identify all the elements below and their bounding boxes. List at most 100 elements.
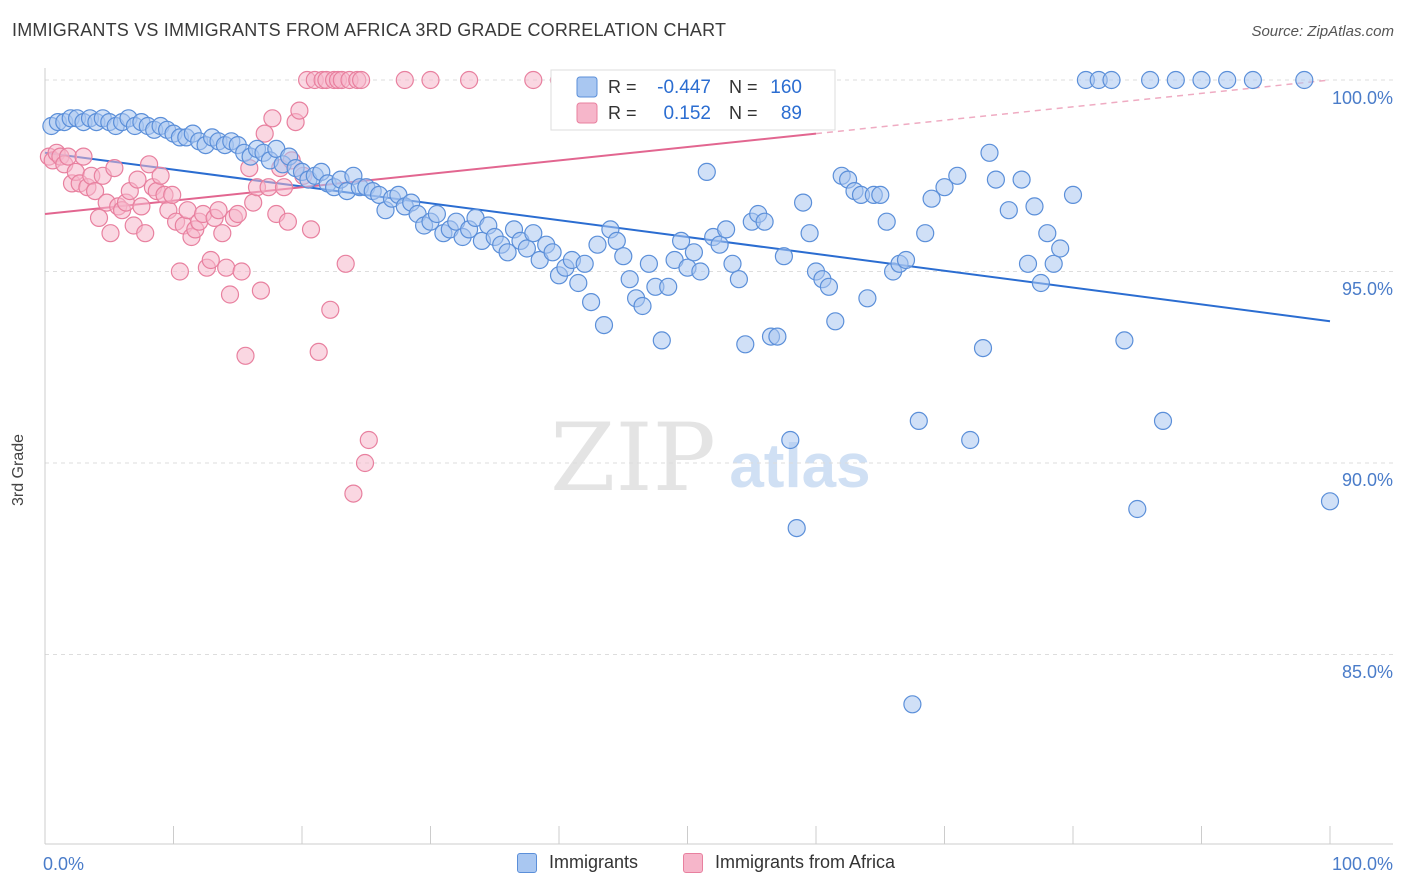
point-immigrants-127 — [858, 289, 877, 308]
point-africa-44 — [209, 201, 228, 220]
point-africa-16 — [101, 224, 120, 243]
legend-swatch-africa — [576, 102, 598, 124]
legend-r-value-immigrants: -0.447 — [657, 77, 711, 98]
point-immigrants-155 — [1102, 70, 1121, 90]
point-africa-53 — [244, 193, 263, 212]
point-immigrants-160 — [1166, 70, 1185, 90]
point-africa-87 — [524, 70, 543, 90]
chart-source: Source: ZipAtlas.com — [1251, 23, 1394, 40]
legend-item-immigrants[interactable]: Immigrants — [517, 852, 638, 873]
point-immigrants-136 — [916, 224, 935, 243]
y-tick-label-85: 85.0% — [1342, 662, 1393, 682]
point-immigrants-129 — [871, 185, 890, 204]
y-tick-label-100: 100.0% — [1332, 88, 1393, 108]
point-africa-26 — [140, 155, 159, 174]
legend-box: R = -0.447 N = 160 R = 0.152 N = 89 — [550, 69, 836, 131]
point-africa-81 — [352, 70, 371, 90]
point-immigrants-144 — [999, 201, 1018, 220]
point-africa-32 — [163, 185, 182, 204]
point-immigrants-140 — [961, 430, 980, 450]
point-africa-51 — [236, 346, 255, 365]
point-immigrants-141 — [973, 339, 993, 358]
y-tick-label-90: 90.0% — [1342, 470, 1393, 490]
point-africa-46 — [217, 258, 236, 277]
point-immigrants-156 — [1115, 331, 1134, 350]
legend-r-label-africa: R = — [608, 103, 637, 123]
point-africa-5 — [58, 147, 78, 166]
point-africa-29 — [151, 166, 170, 185]
point-immigrants-105 — [716, 220, 736, 239]
point-immigrants-96 — [659, 277, 678, 296]
point-immigrants-117 — [793, 193, 813, 212]
point-immigrants-159 — [1153, 411, 1173, 430]
point-immigrants-88 — [607, 231, 626, 250]
point-africa-24 — [132, 197, 151, 216]
legend-n-value-immigrants: 160 — [770, 77, 802, 98]
point-immigrants-89 — [614, 247, 633, 266]
point-immigrants-142 — [980, 143, 999, 162]
point-immigrants-86 — [594, 316, 614, 335]
point-immigrants-108 — [736, 335, 755, 354]
point-africa-84 — [395, 70, 414, 90]
point-africa-65 — [290, 101, 309, 120]
watermark-zip: ZIP — [550, 404, 716, 513]
point-immigrants-161 — [1192, 70, 1211, 90]
point-immigrants-85 — [588, 235, 607, 254]
point-immigrants-150 — [1044, 254, 1063, 273]
point-immigrants-137 — [922, 189, 941, 208]
point-africa-82 — [355, 453, 375, 473]
point-immigrants-164 — [1295, 70, 1314, 90]
point-africa-12 — [85, 182, 105, 201]
point-immigrants-107 — [729, 270, 749, 289]
legend-n-label-immigrants: N = — [729, 77, 758, 97]
point-immigrants-75 — [524, 224, 543, 243]
point-immigrants-115 — [781, 430, 800, 450]
legend-n-value-africa: 89 — [781, 103, 802, 124]
point-africa-23 — [128, 170, 147, 189]
legend-r-value-africa: 0.152 — [663, 103, 711, 124]
point-immigrants-135 — [909, 411, 928, 430]
point-africa-79 — [344, 484, 363, 503]
point-immigrants-84 — [581, 293, 601, 312]
legend-marker-africa — [683, 852, 703, 873]
data-points — [39, 70, 1340, 714]
point-immigrants-93 — [639, 254, 659, 273]
point-africa-13 — [89, 208, 109, 227]
watermark-atlas: atlas — [729, 432, 870, 501]
point-immigrants-118 — [800, 224, 819, 243]
axes — [44, 68, 1393, 845]
point-africa-70 — [309, 342, 328, 361]
y-tick-label-95: 95.0% — [1342, 279, 1393, 299]
point-immigrants-116 — [787, 518, 806, 538]
point-immigrants-113 — [768, 327, 787, 346]
point-immigrants-92 — [633, 296, 652, 316]
point-immigrants-71 — [498, 243, 517, 262]
point-immigrants-158 — [1140, 70, 1160, 90]
point-africa-77 — [336, 254, 355, 273]
point-immigrants-98 — [671, 231, 691, 250]
point-africa-62 — [278, 212, 297, 231]
point-immigrants-162 — [1218, 70, 1237, 90]
legend-swatch-immigrants — [576, 76, 598, 98]
point-immigrants-133 — [896, 250, 916, 270]
point-africa-49 — [228, 204, 247, 224]
point-africa-34 — [170, 262, 189, 281]
point-africa-85 — [421, 70, 440, 90]
x-tick-label-100: 100.0% — [1332, 854, 1393, 874]
legend-r-label-immigrants: R = — [608, 77, 637, 97]
point-immigrants-157 — [1128, 499, 1147, 519]
point-africa-83 — [359, 430, 378, 450]
point-immigrants-102 — [697, 162, 716, 181]
trend-line-africa-extension — [815, 79, 1331, 135]
point-africa-56 — [255, 124, 274, 143]
point-immigrants-130 — [877, 212, 896, 231]
bottom-legend: Immigrants Immigrants from Africa — [0, 852, 1406, 878]
point-immigrants-152 — [1063, 185, 1083, 204]
legend-item-africa[interactable]: Immigrants from Africa — [683, 852, 895, 873]
point-africa-42 — [201, 250, 220, 270]
point-immigrants-149 — [1038, 224, 1057, 243]
point-immigrants-83 — [575, 254, 594, 273]
point-immigrants-60 — [427, 204, 446, 224]
point-immigrants-151 — [1051, 239, 1070, 258]
